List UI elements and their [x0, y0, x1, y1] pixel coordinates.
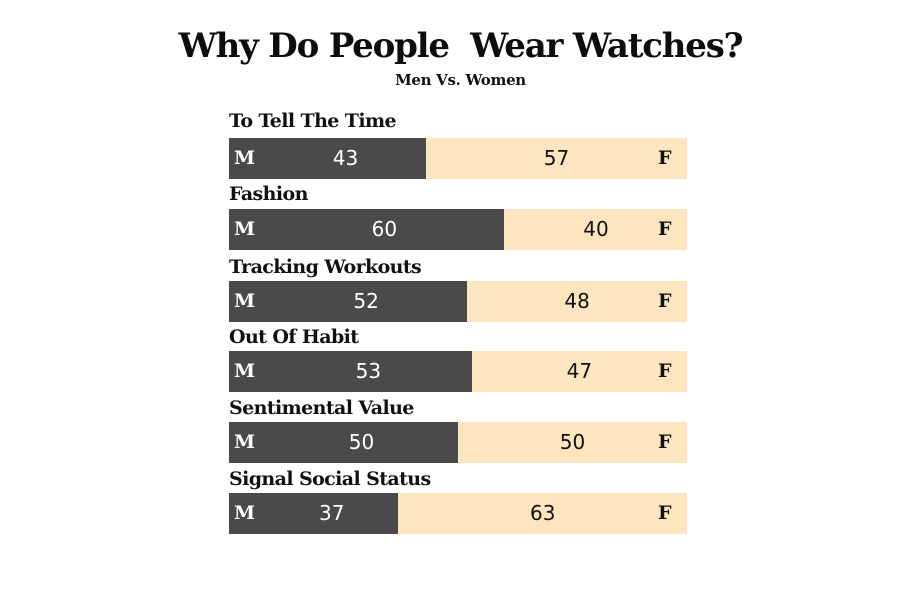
bar-segment-women	[425, 138, 687, 179]
men-label: M	[234, 431, 256, 453]
category-label: Fashion	[229, 183, 308, 205]
data-label-women: 57	[543, 146, 570, 170]
data-label-men: 53	[355, 359, 382, 383]
chart-subtitle: Men Vs. Women	[395, 71, 526, 89]
bar-segment-men	[229, 422, 458, 463]
bar-segment-men	[229, 493, 399, 534]
category-label: Out Of Habit	[229, 326, 359, 348]
bar-row: M 50 50 F	[229, 422, 687, 463]
women-label: F	[658, 147, 672, 169]
men-label: M	[234, 147, 256, 169]
data-label-women: 48	[564, 289, 590, 313]
bar-segment-women	[503, 209, 687, 250]
category-label: Sentimental Value	[229, 397, 414, 419]
women-label: F	[658, 360, 672, 382]
bar-segment-men	[229, 351, 472, 392]
data-label-women: 47	[566, 359, 593, 383]
women-label: F	[658, 290, 672, 312]
data-label-men: 37	[318, 501, 345, 525]
bar-segment-men	[229, 138, 426, 179]
women-label: F	[658, 431, 672, 453]
men-label: M	[234, 290, 256, 312]
bar-segment-women	[467, 281, 687, 322]
bar-row: M 37 63 F	[229, 493, 687, 534]
men-label: M	[234, 218, 256, 240]
bar-segment-women	[471, 351, 687, 392]
women-label: F	[658, 218, 672, 240]
category-label: Tracking Workouts	[229, 256, 422, 278]
category-label: Signal Social Status	[229, 468, 431, 490]
data-label-men: 60	[371, 217, 398, 241]
data-label-women: 40	[583, 217, 609, 241]
bar-row: M 52 48 F	[229, 281, 687, 322]
bar-segment-women	[458, 422, 687, 463]
data-label-women: 50	[559, 430, 586, 454]
data-label-men: 52	[353, 289, 379, 313]
category-label: To Tell The Time	[229, 110, 397, 132]
data-label-men: 43	[332, 146, 359, 170]
bar-segment-women	[398, 493, 687, 534]
chart-title: Why Do People Wear Watches?	[178, 26, 744, 66]
bar-segment-men	[229, 209, 504, 250]
data-label-women: 63	[529, 501, 556, 525]
bar-row: M 60 40 F	[229, 209, 687, 250]
bar-row: M 53 47 F	[229, 351, 687, 392]
women-label: F	[658, 502, 672, 524]
men-label: M	[234, 360, 256, 382]
bar-segment-men	[229, 281, 468, 322]
data-label-men: 50	[348, 430, 375, 454]
men-label: M	[234, 502, 256, 524]
bar-row: M 43 57 F	[229, 138, 687, 179]
